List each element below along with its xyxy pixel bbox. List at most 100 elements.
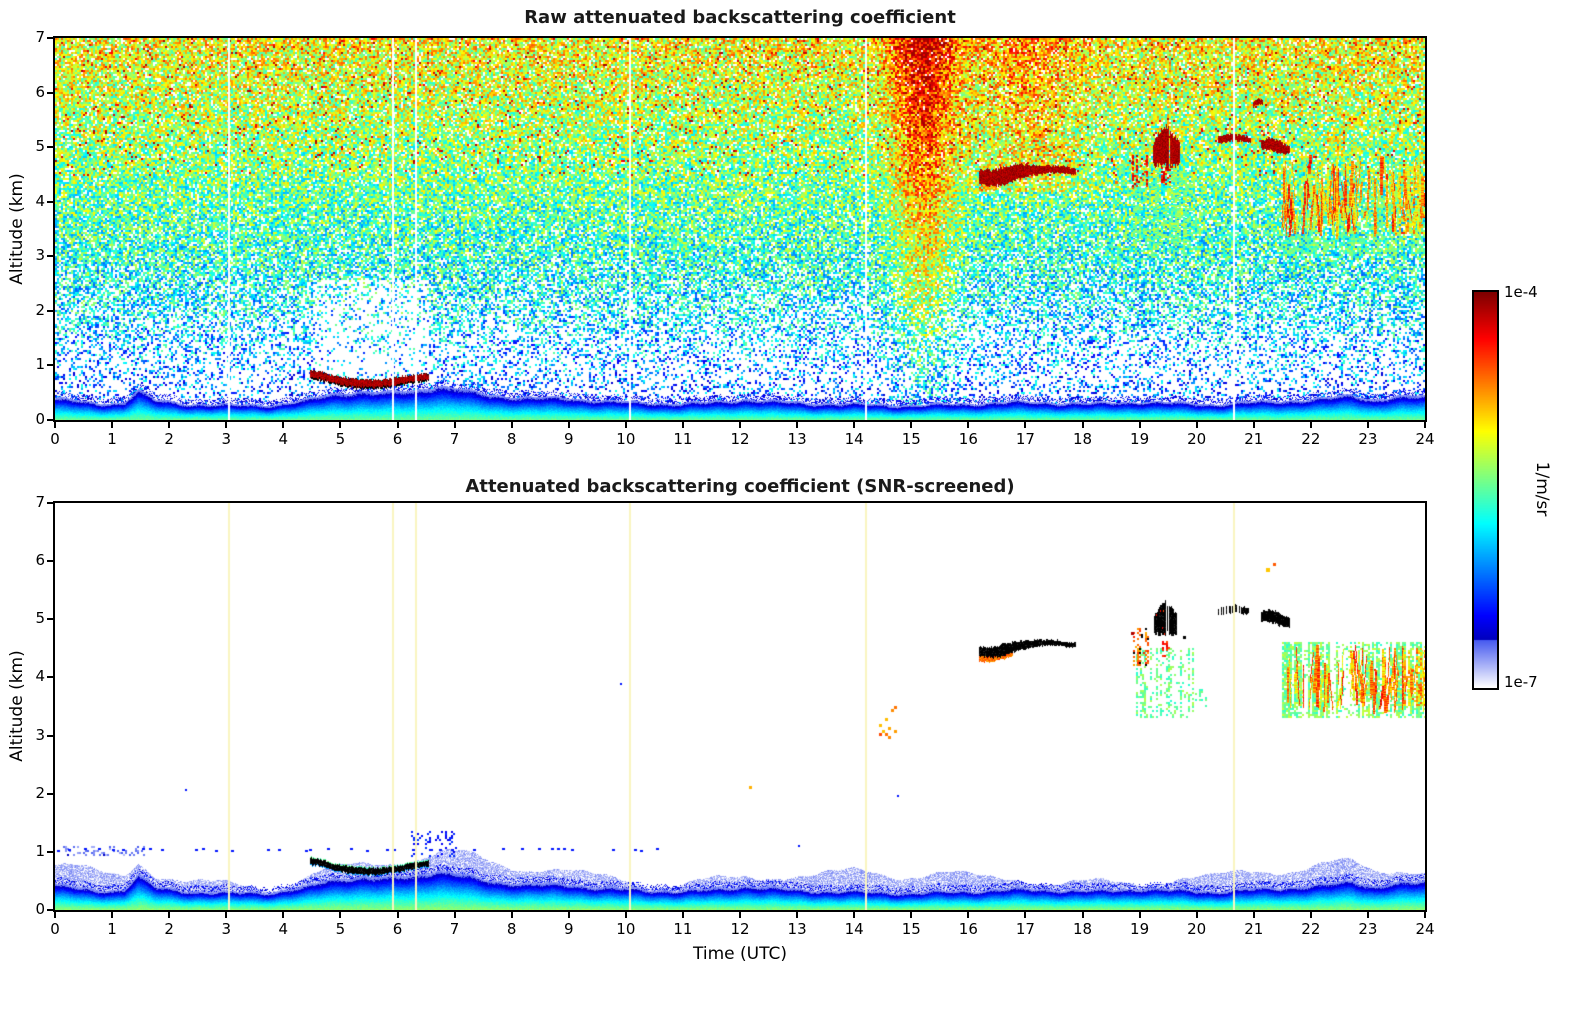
tick-mark bbox=[339, 422, 342, 428]
y-tick-label: 0 bbox=[35, 900, 45, 918]
x-tick-label: 12 bbox=[730, 430, 750, 448]
tick-mark bbox=[47, 618, 53, 621]
tick-mark bbox=[739, 422, 741, 428]
y-tick-label: 4 bbox=[35, 667, 45, 686]
tick-mark bbox=[510, 912, 513, 918]
y-tick-label: 2 bbox=[35, 783, 45, 802]
tick-mark bbox=[47, 850, 53, 853]
x-tick-label: 9 bbox=[563, 920, 574, 938]
tick-mark bbox=[1138, 912, 1141, 918]
tick-mark bbox=[1252, 422, 1255, 428]
tick-mark bbox=[225, 912, 228, 918]
x-tick-label: 11 bbox=[673, 920, 693, 938]
tick-mark bbox=[1024, 422, 1027, 428]
tick-mark bbox=[567, 422, 570, 428]
x-tick-label: 12 bbox=[730, 920, 750, 938]
y-tick-label: 5 bbox=[35, 609, 45, 628]
x-tick-label: 20 bbox=[1187, 920, 1207, 938]
tick-mark bbox=[1424, 912, 1426, 918]
x-tick-label: 18 bbox=[1072, 430, 1093, 448]
tick-mark bbox=[111, 912, 114, 918]
x-tick-label: 3 bbox=[221, 430, 232, 448]
tick-mark bbox=[1195, 912, 1198, 918]
tick-mark bbox=[225, 422, 228, 428]
tick-mark bbox=[1252, 912, 1255, 918]
tick-mark bbox=[282, 422, 285, 428]
tick-mark bbox=[47, 792, 53, 795]
x-tick-label: 2 bbox=[164, 920, 174, 938]
x-tick-label: 23 bbox=[1358, 430, 1378, 448]
tick-mark bbox=[453, 912, 456, 918]
x-tick-label: 24 bbox=[1415, 920, 1435, 938]
tick-mark bbox=[510, 422, 513, 428]
x-tick-label: 22 bbox=[1301, 430, 1321, 448]
x-tick-label: 17 bbox=[1015, 920, 1035, 938]
x-tick-label: 24 bbox=[1415, 430, 1435, 448]
y-tick-label: 2 bbox=[35, 300, 45, 319]
tick-mark bbox=[1081, 912, 1084, 918]
x-tick-label: 21 bbox=[1244, 430, 1264, 448]
x-tick-label: 0 bbox=[50, 920, 60, 938]
tick-mark bbox=[47, 37, 53, 39]
tick-mark bbox=[282, 912, 285, 918]
tick-mark bbox=[54, 422, 56, 428]
x-tick-label: 1 bbox=[107, 920, 117, 938]
x-tick-label: 16 bbox=[958, 920, 978, 938]
x-tick-label: 2 bbox=[164, 430, 174, 448]
x-tick-label: 4 bbox=[278, 430, 289, 448]
tick-mark bbox=[47, 255, 53, 258]
tick-mark bbox=[681, 422, 684, 428]
tick-mark bbox=[853, 422, 856, 428]
x-tick-label: 3 bbox=[221, 920, 232, 938]
y-tick-label: 3 bbox=[35, 725, 45, 744]
colorbar-unit-label: 1/m/sr bbox=[1532, 461, 1552, 517]
tick-mark bbox=[54, 912, 56, 918]
tick-mark bbox=[967, 422, 970, 428]
tick-mark bbox=[853, 912, 856, 918]
tick-mark bbox=[47, 91, 53, 94]
x-tick-label: 5 bbox=[335, 430, 346, 448]
y-tick-label: 3 bbox=[35, 246, 45, 265]
y-tick-label: 0 bbox=[35, 410, 45, 428]
tick-mark bbox=[624, 912, 627, 918]
x-tick-label: 7 bbox=[449, 430, 460, 448]
tick-mark bbox=[111, 422, 114, 428]
x-tick-label: 13 bbox=[787, 920, 807, 938]
y-tick-label: 7 bbox=[35, 493, 45, 511]
screened-heatmap-plot-area bbox=[53, 501, 1427, 912]
tick-mark bbox=[967, 912, 970, 918]
tick-mark bbox=[1366, 422, 1369, 428]
tick-mark bbox=[796, 422, 799, 428]
tick-mark bbox=[796, 912, 799, 918]
y-axis-label-raw: Altitude (km) bbox=[7, 173, 27, 285]
x-tick-label: 20 bbox=[1187, 430, 1207, 448]
tick-mark bbox=[681, 912, 684, 918]
tick-mark bbox=[1309, 422, 1312, 428]
tick-mark bbox=[47, 909, 53, 911]
tick-mark bbox=[47, 560, 53, 563]
x-tick-label: 21 bbox=[1244, 920, 1264, 938]
x-tick-label: 16 bbox=[958, 430, 978, 448]
screened-plot-title: Attenuated backscattering coefficient (S… bbox=[465, 476, 1015, 497]
x-tick-label: 15 bbox=[901, 430, 921, 448]
x-tick-label: 4 bbox=[278, 920, 289, 938]
y-tick-label: 6 bbox=[35, 551, 45, 570]
x-tick-label: 19 bbox=[1130, 920, 1150, 938]
screened-heatmap-canvas bbox=[55, 503, 1425, 910]
x-tick-label: 19 bbox=[1130, 430, 1150, 448]
tick-mark bbox=[168, 912, 171, 918]
tick-mark bbox=[739, 912, 741, 918]
tick-mark bbox=[910, 422, 913, 428]
x-tick-label: 6 bbox=[392, 920, 403, 938]
x-axis-label: Time (UTC) bbox=[693, 944, 787, 964]
x-tick-label: 10 bbox=[616, 920, 636, 938]
tick-mark bbox=[1309, 912, 1312, 918]
x-tick-label: 8 bbox=[506, 920, 517, 938]
x-tick-label: 6 bbox=[392, 430, 403, 448]
x-tick-label: 1 bbox=[107, 430, 117, 448]
x-tick-label: 17 bbox=[1015, 430, 1035, 448]
y-tick-label: 1 bbox=[35, 355, 45, 374]
x-tick-label: 0 bbox=[50, 430, 60, 448]
tick-mark bbox=[339, 912, 342, 918]
raw-plot-title: Raw attenuated backscattering coefficien… bbox=[524, 7, 956, 28]
